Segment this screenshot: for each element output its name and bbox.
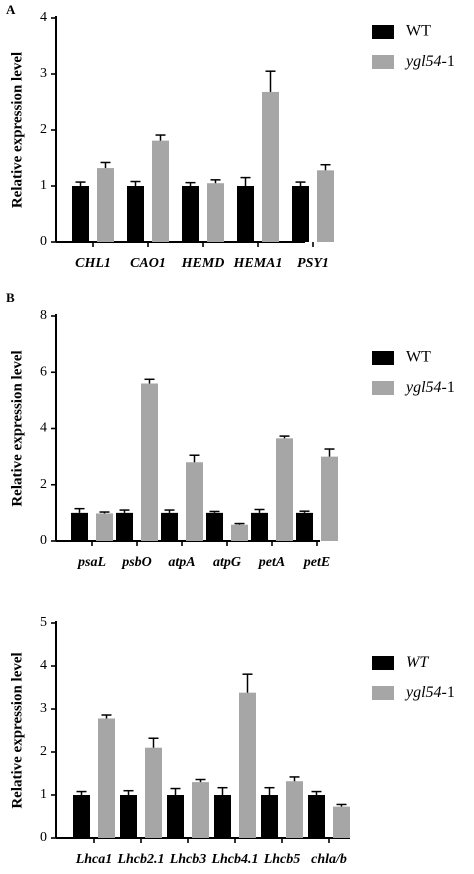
bar-wt [206,512,223,541]
bar-mutant [317,170,334,242]
bar-wt [73,795,90,838]
y-tick-label: 4 [40,658,47,673]
x-tick-label: atpG [213,555,241,570]
bar-mutant [333,806,350,838]
bar-mutant [152,140,169,242]
legend-swatch-wt [372,25,394,39]
y-tick-label: 5 [40,615,47,630]
bar-mutant [97,168,114,242]
bar-wt [167,795,184,838]
y-tick-label: 1 [40,178,47,193]
x-tick-label: Lhcb4.1 [210,852,258,867]
x-tick-label: Lhcb2.1 [116,852,164,867]
legend-label: WT [406,23,431,40]
bar-wt [161,512,178,541]
y-tick-label: 4 [40,421,47,436]
bar-mutant [262,91,279,242]
bar-mutant [98,718,115,838]
x-tick-label: petA [258,555,285,570]
bar-wt [237,186,254,242]
legend-swatch-mutant [372,55,394,69]
x-tick-label: chla/b [311,852,347,867]
x-tick-label: CAO1 [130,256,166,271]
y-tick-label: 3 [40,66,47,81]
legend-swatch-mutant [372,381,394,395]
y-tick-label: 2 [40,744,47,759]
bar-mutant [141,383,158,541]
y-tick-label: 4 [40,10,47,25]
legend-swatch-wt [372,656,394,670]
x-tick-label: CHL1 [75,256,111,271]
legend-label: ygl54-1 [404,53,455,70]
panel-label: B [6,290,15,305]
x-tick-label: HEMA1 [232,256,282,271]
y-tick-label: 0 [40,234,47,249]
bar-wt [120,795,137,838]
bar-wt [308,795,325,838]
y-tick-label: 2 [40,477,47,492]
bar-mutant [186,462,203,541]
legend-swatch-wt [372,351,394,365]
legend-label: ygl54-1 [404,684,455,701]
x-tick-label: atpA [168,555,195,570]
bar-mutant [239,692,256,838]
bar-wt [261,795,278,838]
chart-panel-2: B Relative expression level 0 2 4 6 8 psaL psbO a… [6,290,455,570]
bar-mutant [231,524,248,541]
y-tick-label: 6 [40,364,47,379]
panel-label: A [6,2,16,17]
bar-wt [251,512,268,541]
chart-panel-1: A Relative expression level 0 1 2 3 4 CHL1 CAO1 H… [6,2,455,271]
bar-mutant [96,513,113,541]
bar-wt [182,186,199,242]
x-tick-label: Lhca1 [75,852,113,867]
x-tick-label: petE [303,555,330,570]
legend-label: ygl54-1 [404,379,455,396]
bar-wt [127,186,144,242]
x-tick-label: Lhcb3 [169,852,207,867]
bar-wt [116,512,133,541]
bar-mutant [145,747,162,838]
x-tick-label: Lhcb5 [263,852,301,867]
y-tick-label: 3 [40,701,47,716]
x-tick-label: psbO [121,555,152,570]
bar-wt [292,186,309,242]
bar-mutant [207,183,224,242]
y-tick-label: 0 [40,830,47,845]
legend: WT ygl54-1 [372,349,455,396]
bar-wt [71,512,88,541]
legend-swatch-mutant [372,686,394,700]
bar-mutant [321,456,338,541]
bar-mutant [276,438,293,541]
legend-label: WT [406,349,431,366]
y-tick-label: 8 [40,308,47,323]
bar-mutant [286,781,303,838]
bar-mutant [192,782,209,838]
y-tick-label: 0 [40,533,47,548]
bar-wt [296,512,313,541]
bar-wt [214,795,231,838]
x-tick-label: psaL [77,555,106,570]
legend-label: WT [406,654,429,671]
legend: WT ygl54-1 [372,654,455,701]
y-axis-label: Relative expression level [9,652,25,808]
y-axis-label: Relative expression level [9,52,25,208]
y-tick-label: 2 [40,122,47,137]
y-tick-label: 1 [40,787,47,802]
legend: WT ygl54-1 [372,23,455,70]
y-axis-label: Relative expression level [9,350,25,506]
x-tick-label: PSY1 [297,256,329,271]
bar-wt [72,186,89,242]
x-tick-label: HEMD [181,256,225,271]
